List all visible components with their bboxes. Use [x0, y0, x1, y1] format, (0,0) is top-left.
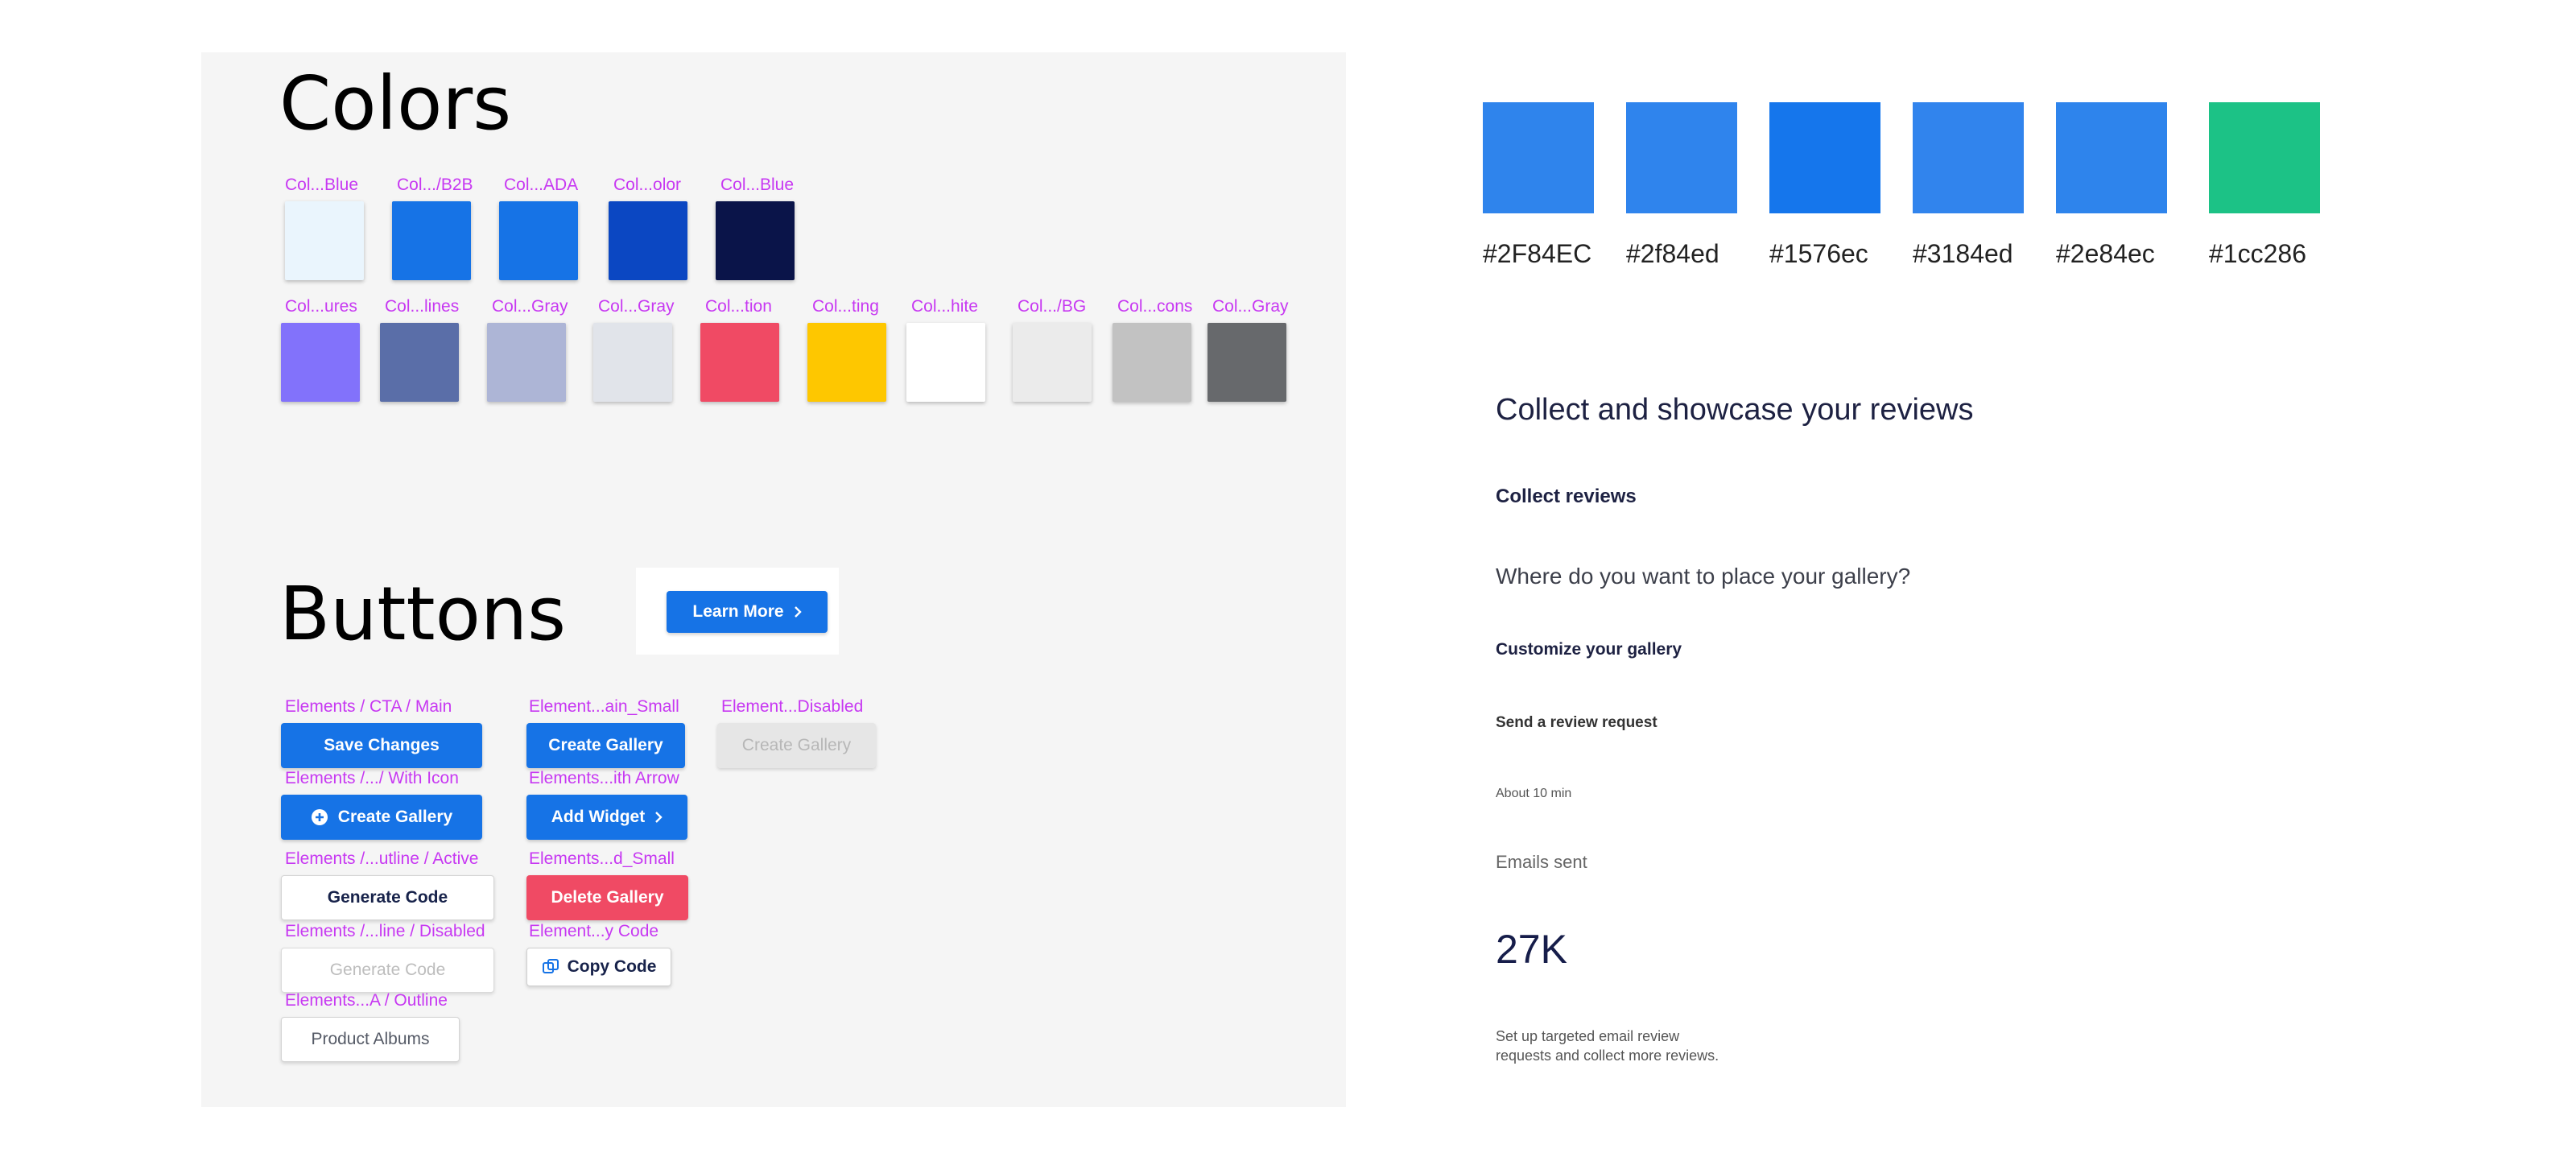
swatch-label: Col...ting — [812, 297, 879, 316]
add-widget-button[interactable]: Add Widget — [526, 795, 687, 840]
description-line: requests and collect more reviews. — [1496, 1047, 1719, 1064]
cta-main-label: Elements / CTA / Main — [285, 697, 452, 716]
chevron-right-icon — [794, 605, 802, 618]
subheading-sample: Collect reviews — [1496, 486, 1637, 507]
color-swatch[interactable] — [1113, 323, 1191, 402]
color-swatch[interactable] — [906, 323, 985, 402]
emails-sent-label: Emails sent — [1496, 852, 1587, 872]
design-system-panel: Colors Col...Blue Col.../B2B Col...ADA C… — [201, 52, 1346, 1107]
with-icon-label: Elements /.../ With Icon — [285, 769, 459, 787]
duration-sample: About 10 min — [1496, 787, 1572, 800]
swatch-label: Col...lines — [385, 297, 460, 316]
swatch-label: Col...hite — [911, 297, 978, 316]
swatch-label: Col...tion — [705, 297, 772, 316]
question-sample: Where do you want to place your gallery? — [1496, 564, 1911, 589]
generate-code-label: Generate Code — [327, 888, 448, 907]
hex-label: #3184ed — [1913, 239, 2013, 268]
create-gallery-icon-label: Create Gallery — [337, 808, 453, 826]
delete-gallery-button[interactable]: Delete Gallery — [526, 875, 688, 920]
learn-more-label: Learn More — [692, 602, 784, 621]
main-small-label: Element...ain_Small — [529, 697, 679, 716]
hex-label: #2F84EC — [1483, 239, 1592, 268]
hex-label: #2e84ec — [2056, 239, 2155, 268]
swatch-label: Col.../BG — [1018, 297, 1087, 316]
save-changes-button[interactable]: Save Changes — [281, 723, 482, 768]
swatch-label: Col...ADA — [504, 176, 579, 194]
color-swatch[interactable] — [285, 201, 364, 280]
plus-circle-icon — [311, 808, 328, 826]
palette-swatch[interactable] — [1483, 102, 1594, 213]
palette-swatch[interactable] — [1626, 102, 1737, 213]
create-gallery-small-button[interactable]: Create Gallery — [526, 723, 685, 768]
hex-label: #1cc286 — [2209, 239, 2306, 268]
copy-code-label: Copy Code — [567, 957, 657, 976]
copy-icon — [542, 958, 559, 976]
generate-code-disabled-label: Generate Code — [329, 961, 446, 979]
description-line: Set up targeted email review — [1496, 1028, 1680, 1044]
red-small-label: Elements...d_Small — [529, 849, 675, 868]
color-swatch[interactable] — [1208, 323, 1286, 402]
outline-disabled-label: Elements /...line / Disabled — [285, 922, 485, 940]
create-gallery-icon-button[interactable]: Create Gallery — [281, 795, 482, 840]
learn-more-button[interactable]: Learn More — [667, 591, 828, 633]
copy-code-button[interactable]: Copy Code — [526, 948, 671, 986]
create-gallery-disabled-label: Create Gallery — [741, 736, 852, 754]
color-swatch[interactable] — [281, 323, 360, 402]
palette-swatch[interactable] — [1913, 102, 2024, 213]
create-gallery-label: Create Gallery — [548, 736, 663, 754]
copy-code-label-caption: Element...y Code — [529, 922, 659, 940]
a-outline-label: Elements...A / Outline — [285, 991, 448, 1010]
with-arrow-label: Elements...ith Arrow — [529, 769, 679, 787]
palette-swatch[interactable] — [1769, 102, 1880, 213]
description-sample: Set up targeted email review requests an… — [1496, 1027, 1719, 1065]
swatch-label: Col.../B2B — [397, 176, 473, 194]
chevron-right-icon — [654, 811, 663, 824]
swatch-label: Col...cons — [1117, 297, 1193, 316]
generate-code-disabled-button[interactable]: Generate Code — [281, 948, 494, 993]
swatch-label: Col...Blue — [720, 176, 795, 194]
heading-sample: Collect and showcase your reviews — [1496, 393, 1974, 427]
disabled-label: Element...Disabled — [721, 697, 864, 716]
hex-label: #1576ec — [1769, 239, 1868, 268]
learn-more-card: Learn More — [636, 568, 839, 655]
color-swatch[interactable] — [609, 201, 687, 280]
color-swatch[interactable] — [392, 201, 471, 280]
palette-swatch[interactable] — [2209, 102, 2320, 213]
create-gallery-disabled-button[interactable]: Create Gallery — [717, 723, 876, 768]
swatch-label: Col...Gray — [492, 297, 568, 316]
add-widget-label: Add Widget — [551, 808, 646, 826]
color-swatch[interactable] — [700, 323, 779, 402]
send-request-sample: Send a review request — [1496, 714, 1657, 731]
swatch-label: Col...ures — [285, 297, 357, 316]
swatch-label: Col...olor — [613, 176, 682, 194]
swatch-label: Col...Gray — [1212, 297, 1289, 316]
hex-label: #2f84ed — [1626, 239, 1719, 268]
color-swatch[interactable] — [380, 323, 459, 402]
swatch-label: Col...Gray — [598, 297, 675, 316]
palette-swatch[interactable] — [2056, 102, 2167, 213]
color-swatch[interactable] — [716, 201, 795, 280]
outline-active-label: Elements /...utline / Active — [285, 849, 479, 868]
color-swatch[interactable] — [807, 323, 886, 402]
product-albums-button[interactable]: Product Albums — [281, 1017, 460, 1062]
delete-gallery-label: Delete Gallery — [551, 888, 664, 907]
color-swatch[interactable] — [1013, 323, 1092, 402]
colors-title: Colors — [279, 60, 512, 147]
color-swatch[interactable] — [487, 323, 566, 402]
color-swatch[interactable] — [499, 201, 578, 280]
customize-sample: Customize your gallery — [1496, 640, 1682, 659]
color-swatch[interactable] — [593, 323, 672, 402]
swatch-label: Col...Blue — [285, 176, 359, 194]
buttons-title: Buttons — [279, 571, 567, 657]
product-albums-label: Product Albums — [311, 1030, 430, 1048]
save-changes-label: Save Changes — [324, 736, 440, 754]
generate-code-button[interactable]: Generate Code — [281, 875, 494, 920]
emails-count-value: 27K — [1496, 927, 1567, 972]
